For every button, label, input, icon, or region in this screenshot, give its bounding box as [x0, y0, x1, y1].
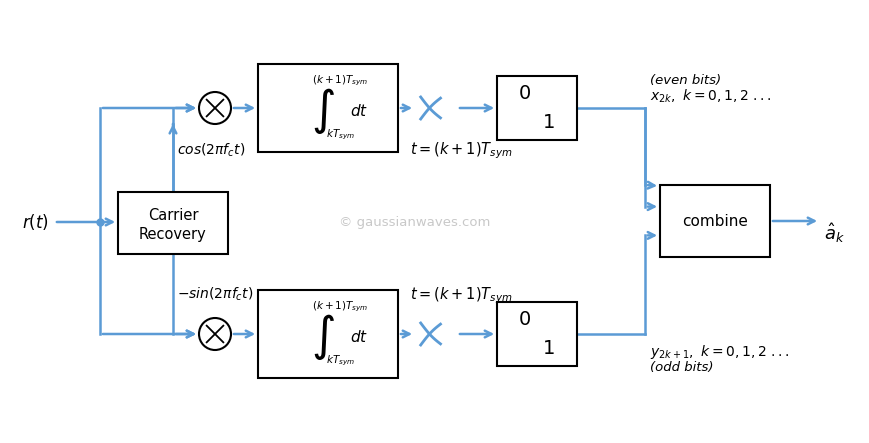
Text: $\int$: $\int$	[311, 86, 335, 136]
Text: $cos(2\pi f_c t)$: $cos(2\pi f_c t)$	[176, 141, 245, 159]
Text: $\hat{a}_k$: $\hat{a}_k$	[823, 221, 844, 245]
Text: $r(t)$: $r(t)$	[22, 212, 49, 232]
Text: Carrier: Carrier	[148, 208, 198, 223]
Text: $\int$: $\int$	[311, 312, 335, 362]
Text: 1: 1	[542, 338, 554, 358]
Bar	[496, 302, 576, 366]
Text: $dt$: $dt$	[349, 329, 368, 345]
Text: 1: 1	[542, 113, 554, 132]
Circle shape	[199, 318, 231, 350]
Text: $dt$: $dt$	[349, 103, 368, 119]
Text: (even bits): (even bits)	[649, 74, 720, 86]
Text: $-sin(2\pi f_c t)$: $-sin(2\pi f_c t)$	[176, 285, 253, 303]
Bar	[496, 76, 576, 140]
Text: 0: 0	[518, 311, 530, 330]
Text: © gaussianwaves.com: © gaussianwaves.com	[339, 215, 490, 229]
Text: $(k+1)T_{sym}$: $(k+1)T_{sym}$	[311, 300, 368, 315]
Text: $x_{2k},\ k=0,1,2\ ...$: $x_{2k},\ k=0,1,2\ ...$	[649, 87, 771, 105]
Text: $y_{2k+1},\ k=0,1,2\ ...$: $y_{2k+1},\ k=0,1,2\ ...$	[649, 343, 789, 361]
Text: $kT_{sym}$: $kT_{sym}$	[325, 354, 354, 368]
Text: 0: 0	[518, 85, 530, 103]
Bar	[258, 64, 397, 152]
Text: (odd bits): (odd bits)	[649, 361, 713, 373]
Text: Recovery: Recovery	[139, 227, 207, 242]
Bar	[118, 192, 228, 254]
Bar	[660, 185, 769, 257]
Text: combine: combine	[681, 214, 747, 229]
Text: $t=(k+1)T_{sym}$: $t=(k+1)T_{sym}$	[409, 285, 512, 306]
Text: $kT_{sym}$: $kT_{sym}$	[325, 128, 354, 142]
Circle shape	[199, 92, 231, 124]
Text: $t=(k+1)T_{sym}$: $t=(k+1)T_{sym}$	[409, 140, 512, 161]
Text: $(k+1)T_{sym}$: $(k+1)T_{sym}$	[311, 74, 368, 89]
Bar	[258, 290, 397, 378]
